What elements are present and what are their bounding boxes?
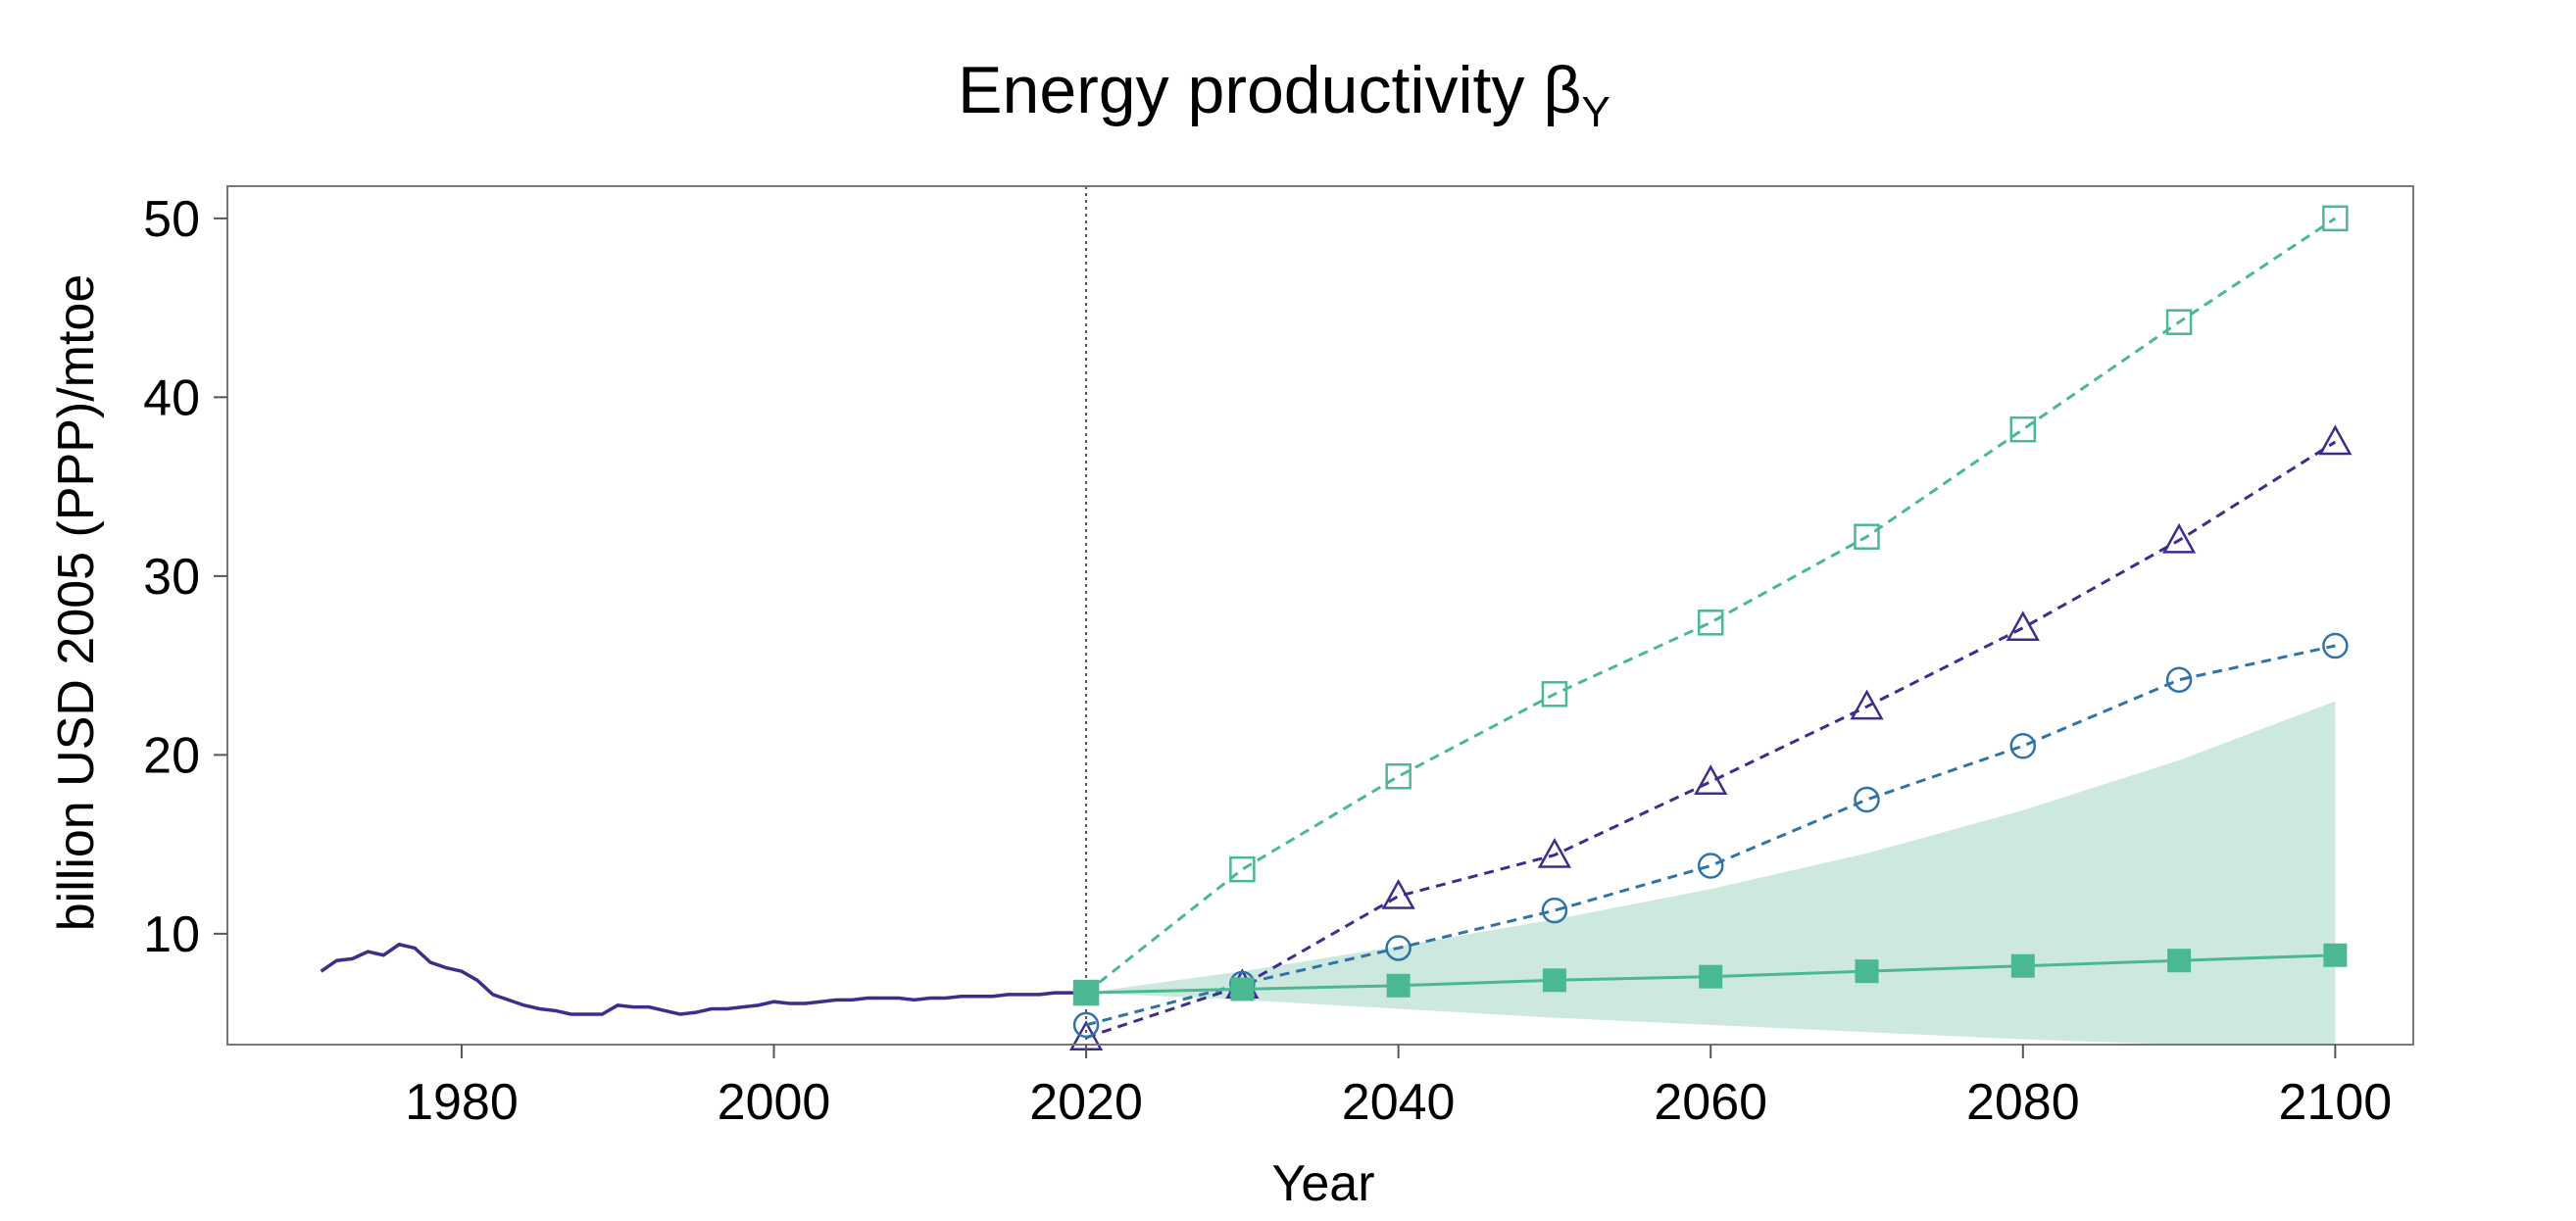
- x-axis-label: Year: [1271, 1155, 1374, 1212]
- series-1-point: [1854, 523, 1880, 550]
- series-3-line: [1085, 644, 2336, 1027]
- series-2-point: [2161, 522, 2197, 554]
- series-1-point: [1385, 763, 1412, 790]
- series-2-point: [1381, 878, 1415, 909]
- series-1-line: [1085, 217, 2337, 995]
- y-tick-label: 10: [143, 906, 200, 963]
- series-1-point: [1697, 610, 1724, 636]
- series-3-point: [1072, 1011, 1100, 1039]
- chart-title-main: Energy productivity β: [958, 53, 1581, 127]
- series-1-point: [2009, 415, 2037, 443]
- series-layer: [320, 205, 2353, 1050]
- series-2-point: [1694, 764, 1728, 795]
- x-tick-label: 2000: [718, 1074, 831, 1131]
- series-4-point: [2323, 943, 2348, 967]
- y-tick-label: 20: [143, 727, 200, 784]
- series-4-point: [2010, 953, 2035, 978]
- series-4-point: [1542, 968, 1566, 993]
- series-4-point: [1699, 964, 1723, 989]
- series-2-line: [1085, 440, 2337, 1040]
- x-tick-label: 2020: [1029, 1074, 1143, 1131]
- x-tick-label: 2060: [1654, 1074, 1767, 1131]
- y-tick-label: 30: [143, 549, 200, 606]
- series-1-point: [1229, 855, 1256, 883]
- series-3-point: [2165, 666, 2193, 693]
- x-tick-label: 2040: [1342, 1074, 1456, 1131]
- axes-layer: 1980 2000 2020 2040 2060 2080 2100 10 20 30 40 50: [143, 185, 2414, 1131]
- series-1-point: [1541, 681, 1568, 708]
- x-tick-label: 2080: [1966, 1074, 2080, 1131]
- chart-title: Energy productivity βY: [958, 53, 1610, 136]
- series-4-point: [2167, 949, 2192, 973]
- series-3-point: [1697, 853, 1724, 879]
- chart-title-subscript: Y: [1581, 88, 1610, 136]
- x-tick-label: 2100: [2279, 1074, 2393, 1131]
- series-2-point: [2006, 610, 2040, 642]
- series-3-point: [2322, 632, 2349, 659]
- y-tick-label: 40: [143, 369, 200, 426]
- series-3-point: [1385, 935, 1412, 961]
- series-2-point: [1537, 837, 1572, 868]
- series-1-point: [2165, 309, 2193, 335]
- series-3-point: [2009, 732, 2037, 759]
- y-tick-label: 50: [143, 191, 200, 248]
- series-3-point: [1541, 897, 1568, 924]
- uncertainty-band: [1086, 701, 2336, 1045]
- x-tick-label: 1980: [405, 1074, 519, 1131]
- series-4-point: [1386, 973, 1411, 998]
- series-4-point: [1230, 977, 1255, 1001]
- historical-line: [320, 942, 1087, 1016]
- series-4-point: [1855, 959, 1879, 984]
- series-2-point: [1850, 689, 1884, 720]
- series-2-point: [2318, 424, 2353, 456]
- y-axis-label: billion USD 2005 (PPP)/mtoe: [48, 274, 105, 932]
- series-3-point: [1854, 786, 1880, 813]
- series-1-point: [2322, 205, 2349, 232]
- uncertainty-band-layer: [1086, 701, 2336, 1045]
- plot-frame: [226, 185, 2414, 1046]
- series-4-point: [1074, 981, 1099, 1005]
